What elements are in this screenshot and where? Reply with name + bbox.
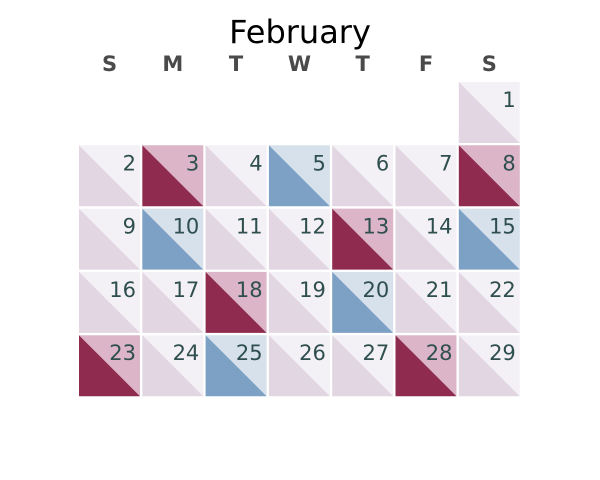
weekday-label: T	[356, 52, 371, 76]
day-cell-lower-triangle	[395, 335, 457, 397]
day-cell-lower-triangle	[205, 208, 267, 270]
day-cell-lower-triangle	[268, 208, 330, 270]
day-cell-lower-triangle	[458, 335, 520, 397]
day-cell-lower-triangle	[458, 271, 520, 333]
day-number: 4	[249, 151, 262, 175]
day-cell-lower-triangle	[142, 335, 204, 397]
day-number: 25	[236, 341, 263, 365]
day-number: 21	[426, 278, 453, 302]
day-number: 7	[439, 151, 452, 175]
day-number: 13	[362, 215, 389, 239]
day-number: 9	[123, 215, 136, 239]
day-cell: 9	[79, 208, 140, 270]
day-number: 5	[313, 151, 326, 175]
day-number: 26	[299, 341, 326, 365]
day-number: 2	[123, 151, 136, 175]
day-cell-lower-triangle	[395, 271, 457, 333]
day-number: 11	[236, 215, 263, 239]
day-cell-lower-triangle	[268, 145, 330, 207]
day-cell-lower-triangle	[395, 208, 457, 270]
day-cell-lower-triangle	[79, 271, 140, 333]
day-cell-lower-triangle	[332, 335, 394, 397]
day-cell: 11	[205, 208, 267, 270]
day-number: 19	[299, 278, 326, 302]
weekday-label: S	[482, 52, 497, 76]
day-cell: 6	[332, 145, 394, 207]
day-cell-lower-triangle	[142, 145, 204, 207]
day-cell: 28	[395, 335, 457, 397]
weekday-label: F	[419, 52, 433, 76]
day-cell-lower-triangle	[395, 145, 457, 207]
day-cell: 7	[395, 145, 457, 207]
day-number: 18	[236, 278, 263, 302]
day-number: 12	[299, 215, 326, 239]
day-number: 14	[426, 215, 453, 239]
day-cell-lower-triangle	[268, 335, 330, 397]
day-cell-lower-triangle	[205, 335, 267, 397]
day-cell-lower-triangle	[79, 208, 140, 270]
day-cell-lower-triangle	[205, 271, 267, 333]
day-cell: 19	[268, 271, 330, 333]
day-cell: 5	[268, 145, 330, 207]
weekday-label: T	[229, 52, 244, 76]
day-number: 10	[173, 215, 200, 239]
day-cell: 18	[205, 271, 267, 333]
day-cell: 1	[458, 82, 520, 143]
day-number: 27	[362, 341, 389, 365]
day-number: 8	[502, 151, 515, 175]
day-cell: 22	[458, 271, 520, 333]
day-cell: 2	[79, 145, 140, 207]
weekday-label: W	[288, 52, 311, 76]
day-cell: 10	[142, 208, 204, 270]
day-cell-lower-triangle	[332, 271, 394, 333]
day-cell: 13	[332, 208, 394, 270]
day-number: 17	[173, 278, 200, 302]
day-number: 3	[186, 151, 199, 175]
day-cell: 8	[458, 145, 520, 207]
day-cell: 3	[142, 145, 204, 207]
day-cell: 20	[332, 271, 394, 333]
day-cell: 27	[332, 335, 394, 397]
day-number: 23	[109, 341, 136, 365]
day-cell: 14	[395, 208, 457, 270]
day-number: 29	[489, 341, 516, 365]
day-number: 16	[109, 278, 136, 302]
day-number: 6	[376, 151, 389, 175]
day-cell-lower-triangle	[142, 208, 204, 270]
day-cell: 26	[268, 335, 330, 397]
day-cell: 23	[79, 335, 140, 397]
day-cell-lower-triangle	[458, 82, 520, 143]
day-number: 20	[362, 278, 389, 302]
day-cell-lower-triangle	[458, 145, 520, 207]
day-cell: 16	[79, 271, 140, 333]
weekday-label: S	[102, 52, 117, 76]
day-cell: 17	[142, 271, 204, 333]
day-cell: 4	[205, 145, 267, 207]
day-cell: 29	[458, 335, 520, 397]
day-number: 22	[489, 278, 516, 302]
day-cell: 25	[205, 335, 267, 397]
day-cell-lower-triangle	[332, 145, 394, 207]
day-number: 15	[489, 215, 516, 239]
day-cell-lower-triangle	[332, 208, 394, 270]
day-cell-lower-triangle	[268, 271, 330, 333]
day-cell: 12	[268, 208, 330, 270]
day-number: 1	[502, 88, 515, 112]
day-number: 24	[173, 341, 200, 365]
day-cell: 15	[458, 208, 520, 270]
day-cell-lower-triangle	[142, 271, 204, 333]
chart-title: February	[229, 13, 371, 51]
day-cell-lower-triangle	[458, 208, 520, 270]
day-number: 28	[426, 341, 453, 365]
day-cell-lower-triangle	[79, 335, 140, 397]
weekday-label: M	[162, 52, 183, 76]
day-cell-lower-triangle	[79, 145, 140, 207]
day-cell: 21	[395, 271, 457, 333]
day-cell-lower-triangle	[205, 145, 267, 207]
day-cell: 24	[142, 335, 204, 397]
